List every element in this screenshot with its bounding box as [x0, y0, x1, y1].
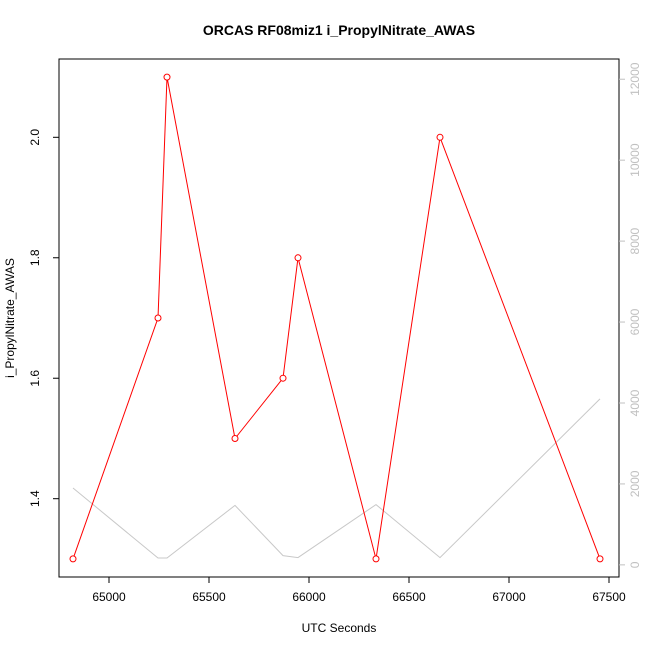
- series-line-0: [72, 77, 601, 560]
- plot-frame: [58, 58, 620, 578]
- x-tick-label: 67000: [492, 590, 526, 604]
- x-axis-label: UTC Seconds: [302, 621, 377, 635]
- y2-tick-label: 10000: [628, 143, 642, 177]
- series-line-1: [72, 398, 601, 559]
- x-tick-label: 67500: [592, 590, 626, 604]
- data-point: [163, 73, 171, 81]
- y2-tick-label: 8000: [628, 227, 642, 254]
- data-point: [154, 314, 162, 322]
- x-tick-label: 66500: [392, 590, 426, 604]
- y-tick-label: 1.6: [28, 370, 42, 387]
- data-point: [231, 435, 239, 442]
- data-point: [596, 555, 604, 563]
- y2-tick-label: 4000: [628, 389, 642, 416]
- chart-title: ORCAS RF08miz1 i_PropylNitrate_AWAS: [203, 22, 475, 38]
- y-tick-label: 1.8: [28, 249, 42, 266]
- y-tick-label: 2.0: [28, 129, 42, 146]
- y2-tick-label: 0: [628, 561, 642, 568]
- y-axis-label: i_PropylNitrate_AWAS: [3, 258, 17, 378]
- data-point: [436, 133, 444, 141]
- data-point: [372, 555, 380, 563]
- y2-tick-label: 6000: [628, 308, 642, 335]
- y2-tick-label: 2000: [628, 470, 642, 497]
- x-tick-label: 65500: [192, 590, 226, 604]
- plot-area: 65000 65500 66000 66500 67000 67500 1.4 1.6 1.8 2…: [28, 58, 642, 604]
- x-tick-label: 66000: [292, 590, 326, 604]
- y2-tick-label: 12000: [628, 62, 642, 96]
- data-point: [69, 555, 77, 563]
- x-tick-label: 65000: [92, 590, 126, 604]
- data-point: [279, 374, 287, 382]
- data-point: [294, 254, 302, 262]
- y-tick-label: 1.4: [28, 490, 42, 507]
